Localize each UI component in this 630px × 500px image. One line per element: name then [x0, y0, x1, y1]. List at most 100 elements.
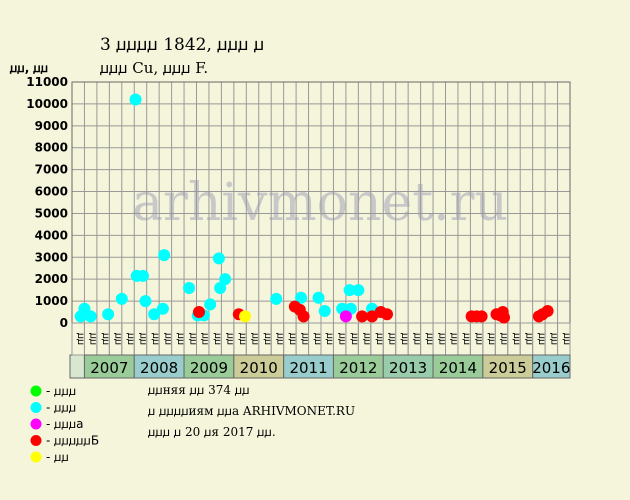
chart-subtitle: ꙡꙡꙡ Cu, ꙡꙡꙡ F.	[100, 59, 208, 77]
data-point	[84, 310, 97, 323]
legend-marker	[30, 402, 42, 413]
data-point	[318, 304, 331, 317]
year-label: 2015	[489, 359, 527, 377]
grade-label: ꙡꙡ	[200, 333, 211, 345]
data-point	[129, 93, 142, 106]
data-point	[192, 306, 205, 319]
grade-label: ꙡꙡ	[523, 333, 534, 345]
legend-marker	[30, 418, 42, 430]
watermark-text: arhivmonet.ru	[132, 173, 508, 233]
y-tick-label: 0	[60, 316, 68, 330]
grade-label: ꙡꙡ	[162, 333, 173, 345]
y-tick-label: 8000	[35, 141, 68, 155]
legend-marker	[30, 435, 42, 446]
year-label: 2012	[339, 359, 377, 377]
data-point	[204, 298, 217, 311]
grade-label: ꙡꙡ	[312, 333, 323, 345]
chart-title: 3 ꙡꙡꙡꙡ 1842, ꙡꙡꙡ ꙡ	[100, 35, 264, 55]
data-point	[295, 291, 308, 304]
grade-label: ꙡꙡ	[274, 333, 285, 345]
y-tick-label: 2000	[35, 272, 68, 286]
year-empty-cell	[69, 354, 85, 379]
grade-label: ꙡꙡ	[113, 333, 124, 345]
note-line-1: ꙡꙡняя ꙡꙡ 374 ꙡꙡ	[148, 383, 250, 397]
grade-label: ꙡꙡ	[237, 333, 248, 345]
grade-label: ꙡꙡ	[362, 333, 373, 345]
grade-label: ꙡꙡ	[461, 333, 472, 345]
grade-label: ꙡꙡ	[474, 333, 485, 345]
year-label: 2013	[389, 359, 427, 377]
grade-label: ꙡꙡ	[212, 333, 223, 345]
legend-marker	[30, 385, 42, 397]
data-point	[339, 310, 352, 323]
data-point	[214, 281, 227, 294]
note-line-2: ꙡ ꙡꙡꙡꙡиям ꙡꙡa ARHIVMONET.RU	[148, 404, 355, 418]
data-point	[115, 292, 128, 305]
legend-label: - ꙡꙡꙡ	[46, 401, 76, 415]
y-tick-label: 5000	[35, 206, 68, 220]
data-point	[156, 302, 169, 315]
y-tick-label: 9000	[35, 119, 68, 133]
legend-label: - ꙡꙡꙡꙡꙡБ	[46, 434, 99, 448]
y-tick-label: 1000	[35, 294, 68, 308]
y-tick-label: 4000	[35, 228, 68, 242]
grade-label: ꙡꙡ	[386, 333, 397, 345]
grade-label: ꙡꙡ	[337, 333, 348, 345]
grade-label: ꙡꙡ	[399, 333, 410, 345]
data-point	[498, 311, 511, 324]
grade-label: ꙡꙡ	[287, 333, 298, 345]
grade-label: ꙡꙡ	[349, 333, 360, 345]
grade-label: ꙡꙡ	[511, 333, 522, 345]
grade-label: ꙡꙡ	[75, 333, 86, 345]
legend-marker	[30, 451, 42, 463]
data-point	[356, 310, 369, 323]
grade-label: ꙡꙡ	[175, 333, 186, 345]
grade-label: ꙡꙡ	[187, 333, 198, 345]
grade-label: ꙡꙡ	[299, 333, 310, 345]
legend-label: - ꙡꙡꙡ	[46, 384, 76, 398]
year-cell	[532, 354, 571, 379]
legend-label: - ꙡꙡ	[46, 450, 69, 464]
legend-label: - ꙡꙡꙡa	[46, 417, 84, 431]
note-line-3: ꙡꙡꙡ ꙡ 20 ꙡя 2017 ꙡꙡ.	[148, 425, 276, 439]
data-point	[312, 291, 325, 304]
grade-label: ꙡꙡ	[561, 333, 572, 345]
year-label: 2016	[532, 359, 570, 377]
data-point	[212, 252, 225, 265]
year-label: 2008	[140, 359, 178, 377]
year-label: 2011	[289, 359, 327, 377]
grade-label: ꙡꙡ	[536, 333, 547, 345]
data-point	[139, 295, 152, 308]
grade-label: ꙡꙡ	[424, 333, 435, 345]
year-label: 2014	[439, 359, 477, 377]
data-point	[380, 308, 393, 321]
data-point	[102, 308, 115, 321]
y-tick-label: 6000	[35, 185, 68, 199]
data-point	[136, 269, 149, 282]
grade-label: ꙡꙡ	[137, 333, 148, 345]
data-point	[352, 284, 365, 297]
data-point	[297, 310, 310, 323]
year-label: 2007	[90, 359, 128, 377]
grade-label: ꙡꙡ	[225, 333, 236, 345]
data-point	[183, 281, 196, 294]
data-point	[343, 284, 356, 297]
data-point	[270, 292, 283, 305]
grade-label: ꙡꙡ	[499, 333, 510, 345]
y-tick-label: 10000	[26, 97, 68, 111]
grade-label: ꙡꙡ	[411, 333, 422, 345]
grade-label: ꙡꙡ	[250, 333, 261, 345]
grade-label: ꙡꙡ	[125, 333, 136, 345]
data-point	[475, 310, 488, 323]
grade-label: ꙡꙡ	[436, 333, 447, 345]
grade-label: ꙡꙡ	[88, 333, 99, 345]
data-point	[239, 310, 252, 323]
grade-label: ꙡꙡ	[486, 333, 497, 345]
data-point	[541, 304, 554, 317]
y-tick-label: 7000	[35, 163, 68, 177]
year-label: 2010	[240, 359, 278, 377]
data-point	[158, 249, 171, 262]
grade-label: ꙡꙡ	[150, 333, 161, 345]
y-tick-label: 3000	[35, 250, 68, 264]
